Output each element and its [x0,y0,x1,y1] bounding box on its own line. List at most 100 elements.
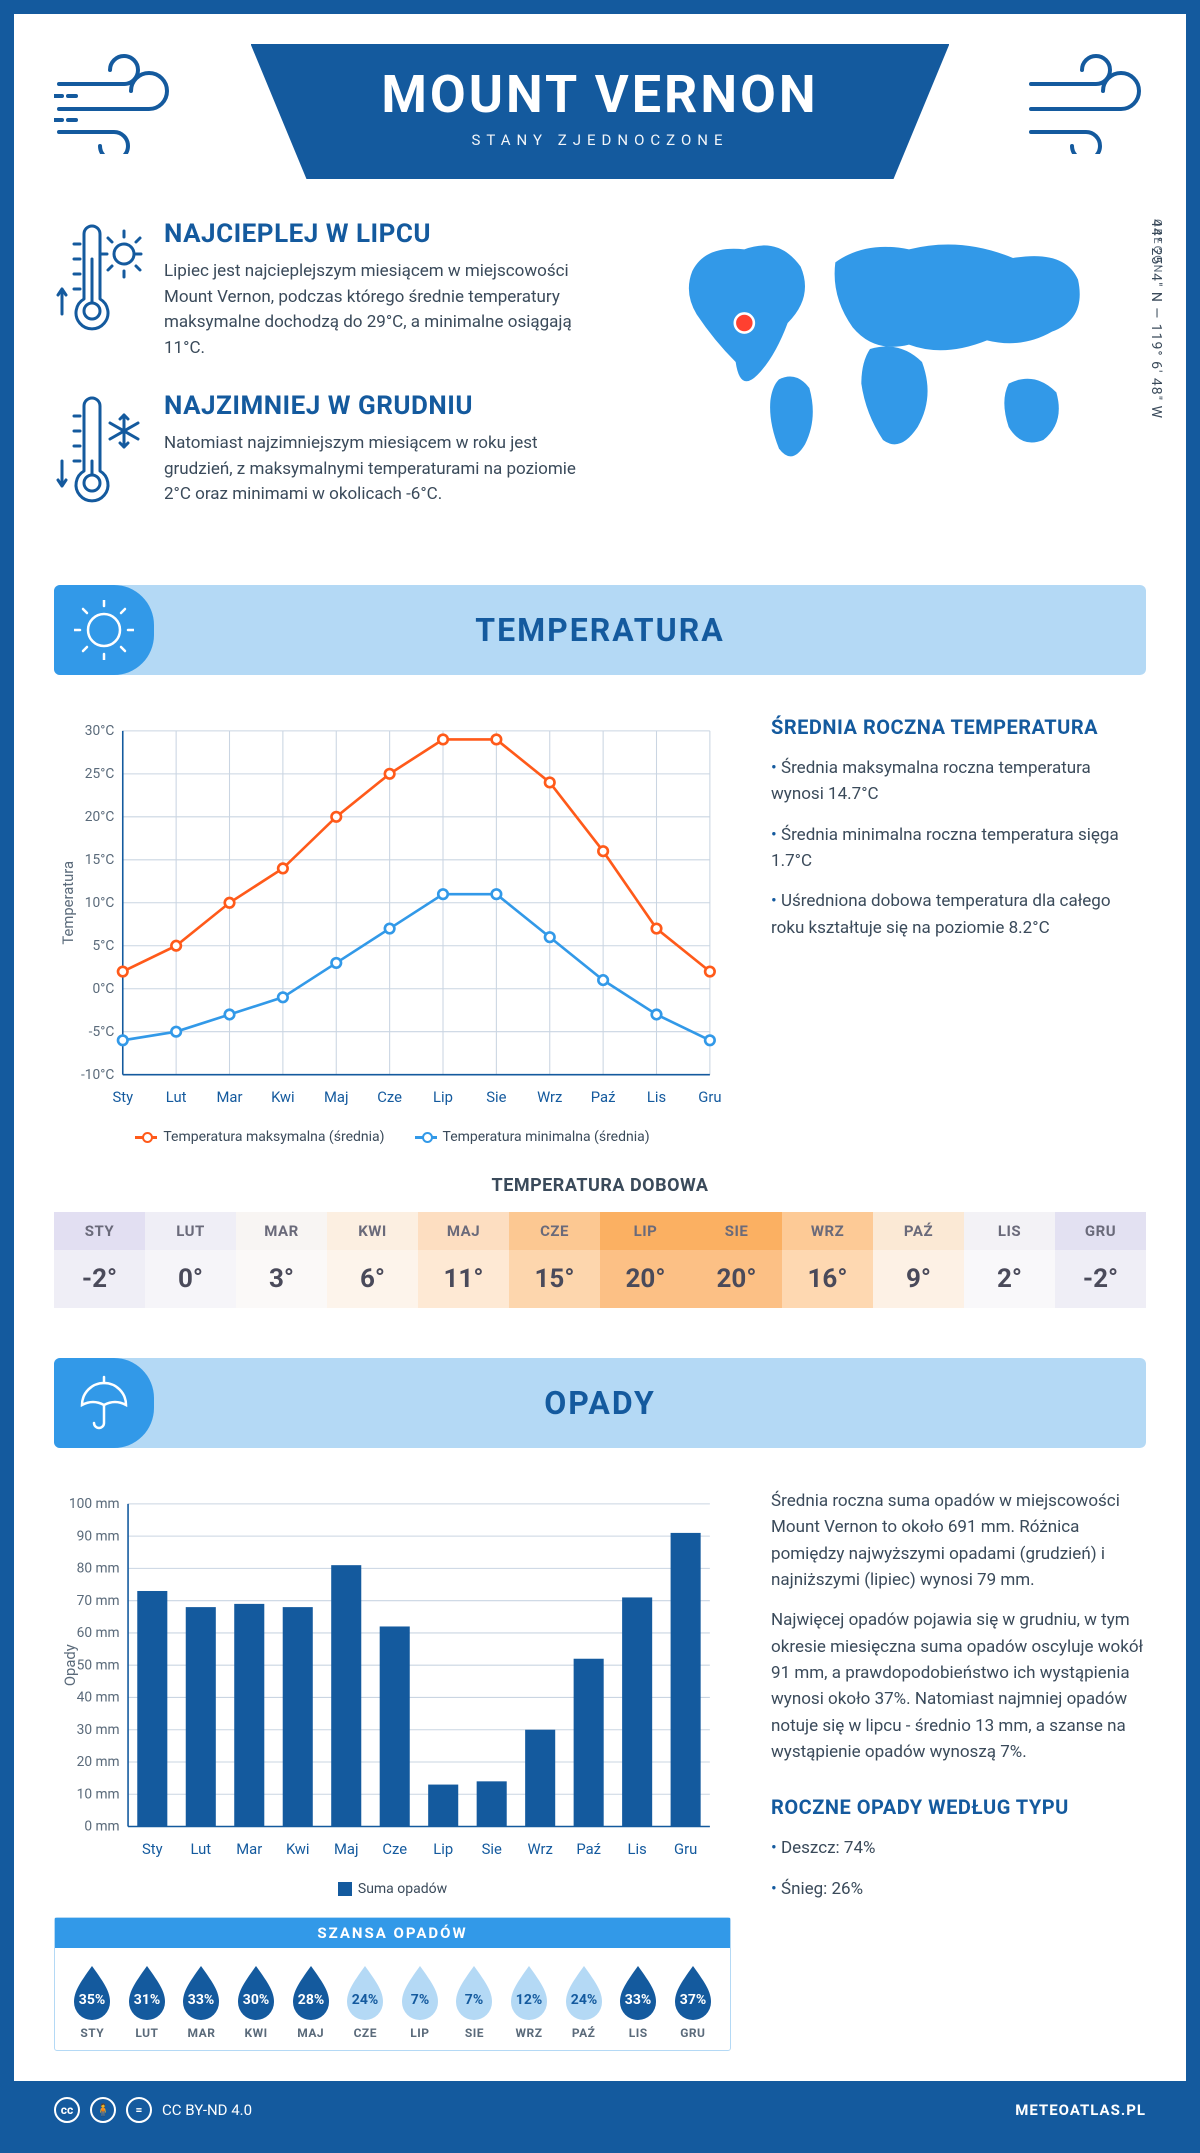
svg-text:Wrz: Wrz [537,1088,562,1106]
svg-text:Maj: Maj [334,1840,359,1858]
svg-text:0°C: 0°C [92,981,114,997]
svg-text:Cze: Cze [377,1088,402,1106]
svg-text:30°C: 30°C [85,723,115,739]
chance-drop: 35% STY [65,1962,120,2040]
daily-temp-cell: CZE15° [509,1212,600,1308]
svg-text:Sie: Sie [482,1840,502,1858]
daily-temp-heading: TEMPERATURA DOBOWA [54,1175,1146,1196]
svg-text:Maj: Maj [324,1088,349,1106]
svg-text:Wrz: Wrz [528,1840,553,1858]
svg-text:Opady: Opady [61,1644,79,1686]
svg-text:Lis: Lis [628,1840,647,1858]
chance-drop: 7% LIP [393,1962,448,2040]
svg-text:12%: 12% [516,1992,542,2008]
coldest-block: NAJZIMNIEJ W GRUDNIU Natomiast najzimnie… [54,391,580,515]
wind-icon [54,54,174,154]
chance-drop: 12% WRZ [502,1962,557,2040]
chance-drop: 33% MAR [174,1962,229,2040]
svg-text:33%: 33% [625,1992,651,2008]
svg-text:15°C: 15°C [85,852,115,868]
svg-text:24%: 24% [352,1992,378,2008]
daily-temp-cell: LIS2° [964,1212,1055,1308]
daily-temp-cell: MAJ11° [418,1212,509,1308]
svg-text:10 mm: 10 mm [77,1786,120,1802]
svg-text:Paź: Paź [591,1088,616,1106]
svg-text:Paź: Paź [576,1840,601,1858]
page-header: MOUNT VERNON STANY ZJEDNOCZONE [251,44,950,179]
svg-text:33%: 33% [188,1992,214,2008]
section-title: OPADY [544,1384,656,1422]
temp-summary-item: Średnia minimalna roczna temperatura się… [771,822,1146,875]
precip-text-1: Średnia roczna suma opadów w miejscowośc… [771,1488,1146,1593]
svg-text:Cze: Cze [382,1840,407,1858]
chance-drop: 24% PAŹ [556,1962,611,2040]
daily-temp-cell: STY-2° [54,1212,145,1308]
section-precipitation: OPADY [54,1358,1146,1448]
chance-drop: 30% KWI [229,1962,284,2040]
svg-text:5°C: 5°C [92,938,114,954]
temp-summary-item: Uśredniona dobowa temperatura dla całego… [771,888,1146,941]
svg-text:Mar: Mar [217,1088,243,1106]
location-marker [735,313,754,332]
cc-icon: cc [54,2097,80,2123]
daily-temp-cell: WRZ16° [782,1212,873,1308]
daily-temp-cell: SIE20° [691,1212,782,1308]
svg-text:Temperatura: Temperatura [59,861,77,945]
page-footer: cc 🧍 = CC BY-ND 4.0 METEOATLAS.PL [14,2081,1186,2139]
legend-max: Temperatura maksymalna (średnia) [163,1129,384,1145]
svg-text:30 mm: 30 mm [77,1722,120,1738]
svg-text:50 mm: 50 mm [77,1657,120,1673]
svg-text:Lis: Lis [647,1088,666,1106]
svg-text:Sty: Sty [142,1840,163,1858]
site-name: METEOATLAS.PL [1015,2101,1146,2119]
chance-drop: 28% MAJ [283,1962,338,2040]
svg-text:40 mm: 40 mm [77,1690,120,1706]
temp-summary-item: Średnia maksymalna roczna temperatura wy… [771,755,1146,808]
svg-text:-5°C: -5°C [89,1024,115,1040]
daily-temp-cell: MAR3° [236,1212,327,1308]
daily-temp-cell: PAŹ9° [873,1212,964,1308]
section-temperature: TEMPERATURA [54,585,1146,675]
coldest-heading: NAJZIMNIEJ W GRUDNIU [164,391,580,421]
chance-drop: 7% SIE [447,1962,502,2040]
svg-text:70 mm: 70 mm [77,1593,120,1609]
svg-text:30%: 30% [243,1992,269,2008]
by-icon: 🧍 [90,2097,116,2123]
precip-text-2: Najwięcej opadów pojawia się w grudniu, … [771,1607,1146,1765]
chance-drop: 37% GRU [666,1962,721,2040]
legend-precip: Suma opadów [358,1881,447,1897]
warmest-block: NAJCIEPLEJ W LIPCU Lipiec jest najcieple… [54,219,580,361]
svg-text:7%: 7% [411,1992,429,2008]
svg-text:31%: 31% [134,1992,160,2008]
svg-text:35%: 35% [79,1992,105,2008]
chance-drop: 24% CZE [338,1962,393,2040]
thermometer-snow-icon [54,391,144,515]
daily-temp-cell: LUT0° [145,1212,236,1308]
svg-text:Sty: Sty [112,1088,133,1106]
warmest-heading: NAJCIEPLEJ W LIPCU [164,219,580,249]
world-map [620,219,1146,479]
precip-type-item: Deszcz: 74% [771,1835,1146,1861]
sun-icon [54,585,154,675]
temp-summary-heading: ŚREDNIA ROCZNA TEMPERATURA [771,715,1146,739]
daily-temp-strip: STY-2°LUT0°MAR3°KWI6°MAJ11°CZE15°LIP20°S… [54,1212,1146,1308]
svg-text:Lut: Lut [190,1840,211,1858]
temperature-chart: -10°C-5°C0°C5°C10°C15°C20°C25°C30°CStyLu… [54,715,731,1145]
svg-text:Gru: Gru [674,1840,697,1858]
daily-temp-cell: LIP20° [600,1212,691,1308]
svg-text:Lip: Lip [433,1840,453,1858]
svg-text:Sie: Sie [486,1088,506,1106]
svg-text:Mar: Mar [236,1840,262,1858]
daily-temp-cell: KWI6° [327,1212,418,1308]
chance-drop: 33% LIS [611,1962,666,2040]
page-subtitle: STANY ZJEDNOCZONE [291,131,910,149]
nd-icon: = [126,2097,152,2123]
svg-text:24%: 24% [570,1992,596,2008]
svg-text:0 mm: 0 mm [84,1819,119,1835]
license-text: CC BY-ND 4.0 [162,2101,252,2119]
svg-text:25°C: 25°C [85,766,115,782]
svg-text:Lip: Lip [433,1088,453,1106]
svg-text:Lut: Lut [166,1088,187,1106]
svg-text:Kwi: Kwi [271,1088,295,1106]
svg-text:Kwi: Kwi [286,1840,310,1858]
